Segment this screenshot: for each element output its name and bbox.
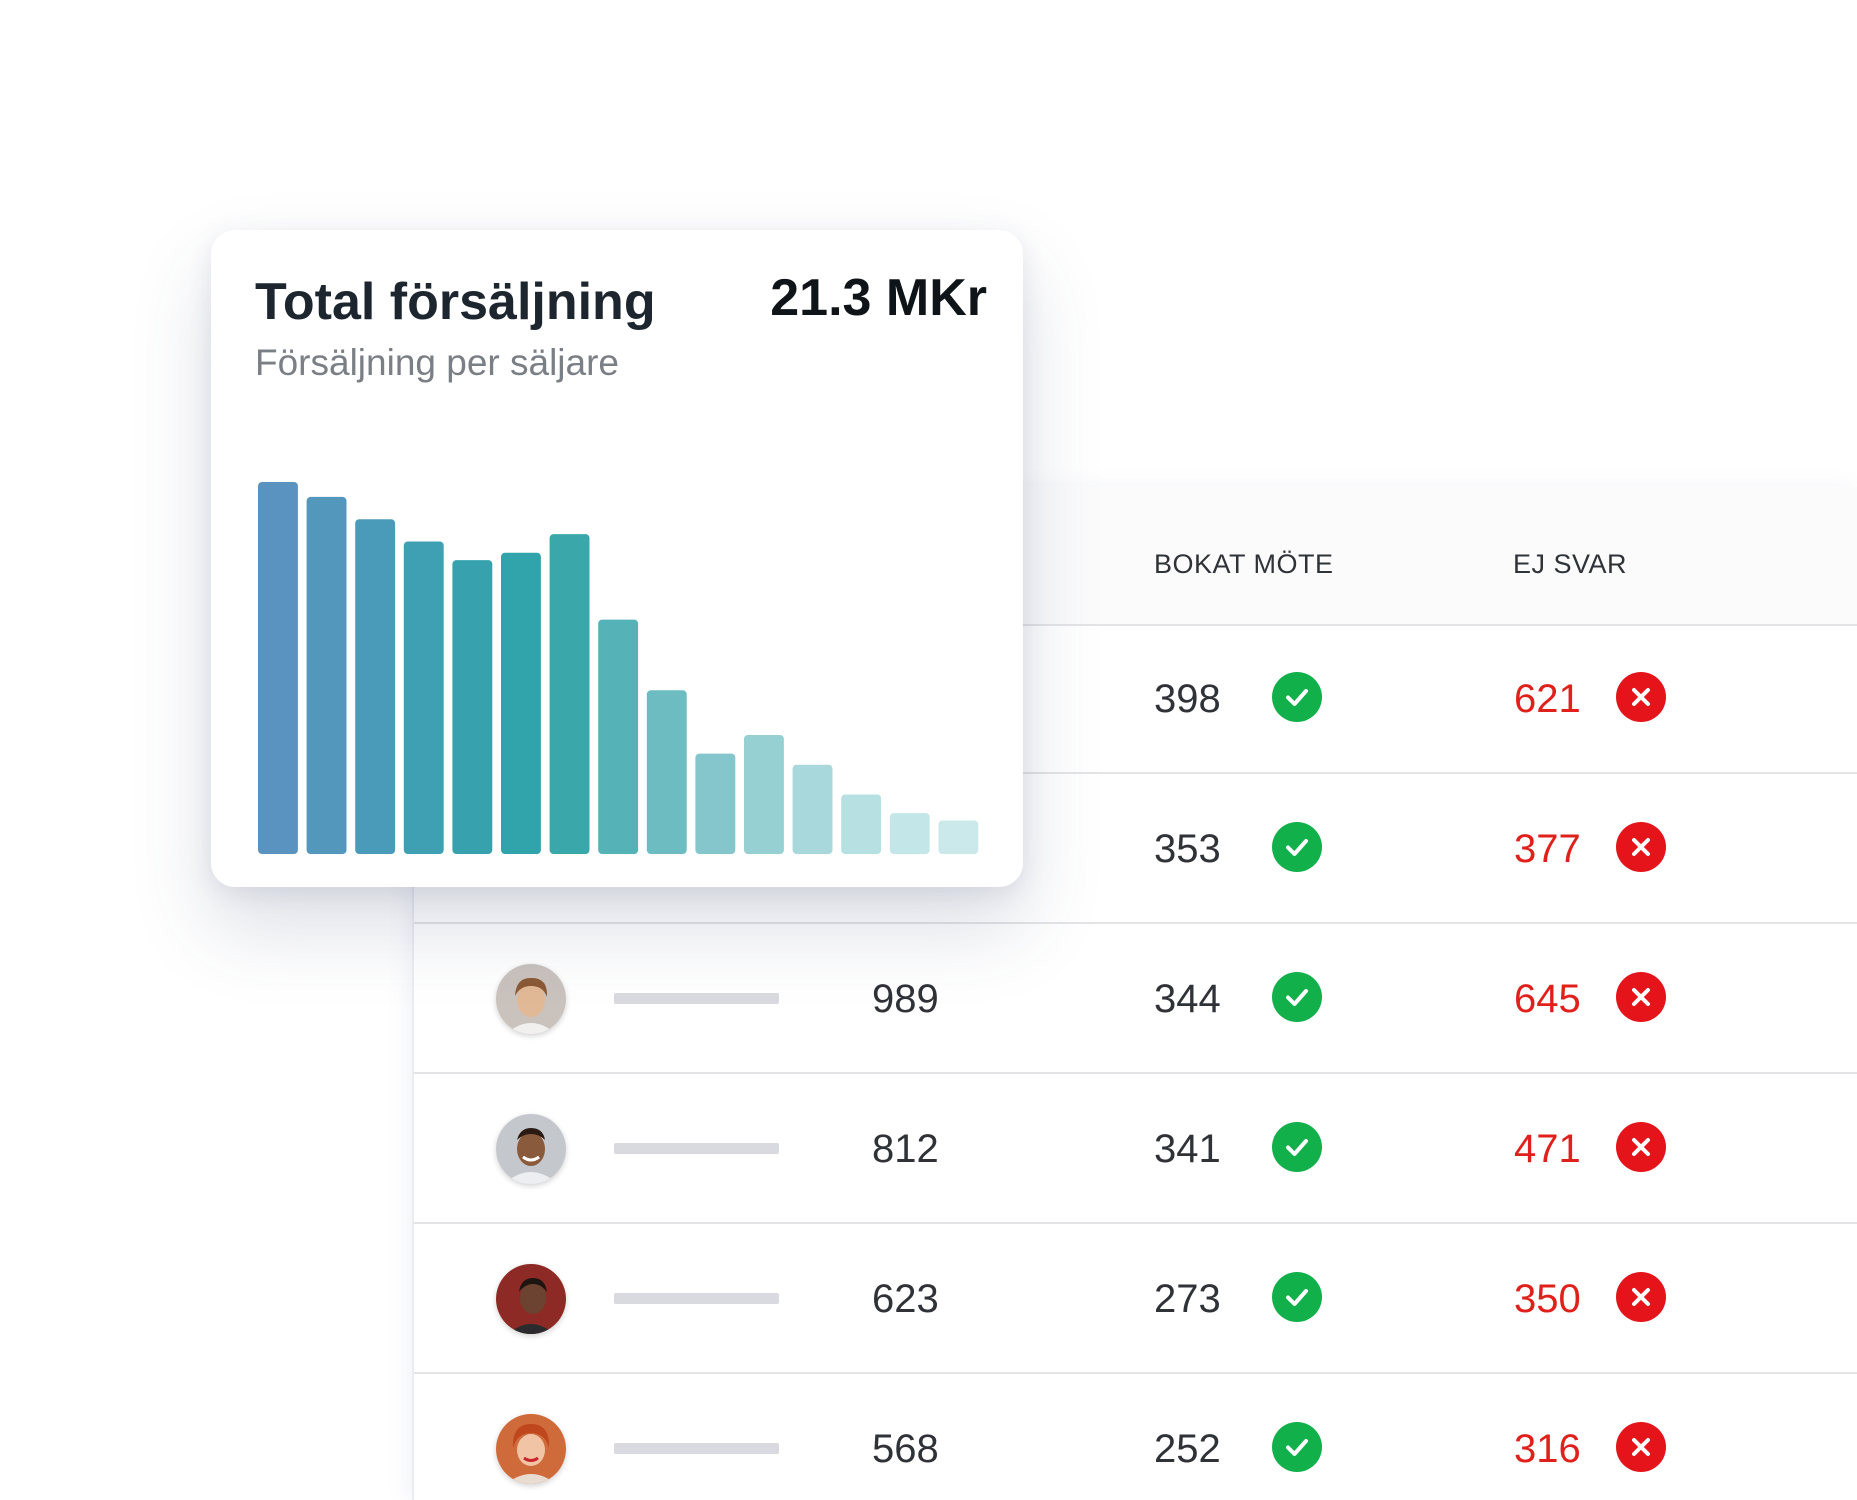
- x-circle-icon: [1616, 672, 1666, 722]
- no-answer-count: 350: [1514, 1277, 1581, 1321]
- sales-table: BOKAT MÖTE EJ SVAR 398 621 353 377: [412, 487, 1857, 1500]
- chart-bar-10[interactable]: [695, 753, 736, 854]
- chart-bar-15[interactable]: [938, 820, 979, 855]
- table-row[interactable]: 353 377: [414, 774, 1857, 924]
- seller-name-placeholder: [614, 1143, 779, 1154]
- chart-bar-8[interactable]: [598, 619, 639, 854]
- no-answer-count: 471: [1514, 1127, 1581, 1171]
- no-answer-count: 621: [1514, 677, 1581, 721]
- chart-bar-4[interactable]: [403, 541, 444, 855]
- table-row[interactable]: 623 273 350: [414, 1224, 1857, 1374]
- x-circle-icon: [1616, 1272, 1666, 1322]
- table-row[interactable]: 989 344 645: [414, 924, 1857, 1074]
- check-circle-icon: [1272, 672, 1322, 722]
- check-circle-icon: [1272, 822, 1322, 872]
- check-circle-icon: [1272, 972, 1322, 1022]
- card-title: Total försäljning: [255, 273, 656, 331]
- chart-bar-12[interactable]: [792, 764, 833, 854]
- booked-meeting-count: 273: [1154, 1277, 1221, 1321]
- no-answer-count: 316: [1514, 1427, 1581, 1471]
- chart-bar-1[interactable]: [258, 482, 298, 854]
- chart-bar-13[interactable]: [841, 794, 882, 855]
- check-circle-icon: [1272, 1422, 1322, 1472]
- no-answer-count: 377: [1514, 827, 1581, 871]
- bar-chart: [258, 482, 979, 855]
- chart-bar-7[interactable]: [549, 534, 590, 854]
- chart-bar-2[interactable]: [306, 496, 347, 854]
- chart-bar-6[interactable]: [501, 552, 541, 854]
- table-row[interactable]: 568 252 316: [414, 1374, 1857, 1500]
- total-calls-count: 812: [872, 1127, 939, 1171]
- total-calls-count: 568: [872, 1427, 939, 1471]
- check-circle-icon: [1272, 1272, 1322, 1322]
- column-header-booked-meeting[interactable]: BOKAT MÖTE: [1154, 549, 1334, 579]
- x-circle-icon: [1616, 822, 1666, 872]
- column-header-no-answer[interactable]: EJ SVAR: [1513, 549, 1628, 579]
- avatar[interactable]: [496, 1414, 566, 1484]
- chart-bar-14[interactable]: [889, 813, 930, 854]
- table-row[interactable]: 398 621: [414, 624, 1857, 774]
- seller-name-placeholder: [614, 993, 779, 1004]
- no-answer-count: 645: [1514, 977, 1581, 1021]
- x-circle-icon: [1616, 1422, 1666, 1472]
- avatar[interactable]: [496, 1114, 566, 1184]
- booked-meeting-count: 398: [1154, 677, 1221, 721]
- booked-meeting-count: 353: [1154, 827, 1221, 871]
- booked-meeting-count: 252: [1154, 1427, 1221, 1471]
- chart-bar-5[interactable]: [452, 560, 493, 854]
- seller-name-placeholder: [614, 1443, 779, 1454]
- avatar[interactable]: [496, 1264, 566, 1334]
- check-circle-icon: [1272, 1122, 1322, 1172]
- chart-bar-9[interactable]: [646, 690, 687, 854]
- card-subtitle: Försäljning per säljare: [255, 342, 620, 383]
- total-sales-value: 21.3 MKr: [770, 269, 987, 327]
- table-row[interactable]: 812 341 471: [414, 1074, 1857, 1224]
- booked-meeting-count: 341: [1154, 1127, 1221, 1171]
- sales-chart-card[interactable]: Total försäljning 21.3 MKr Försäljning p…: [211, 230, 1023, 887]
- avatar[interactable]: [496, 964, 566, 1034]
- chart-bar-11[interactable]: [744, 735, 784, 854]
- total-calls-count: 623: [872, 1277, 939, 1321]
- seller-name-placeholder: [614, 1293, 779, 1304]
- booked-meeting-count: 344: [1154, 977, 1221, 1021]
- total-calls-count: 989: [872, 977, 939, 1021]
- chart-bar-3[interactable]: [355, 519, 396, 854]
- x-circle-icon: [1616, 972, 1666, 1022]
- x-circle-icon: [1616, 1122, 1666, 1172]
